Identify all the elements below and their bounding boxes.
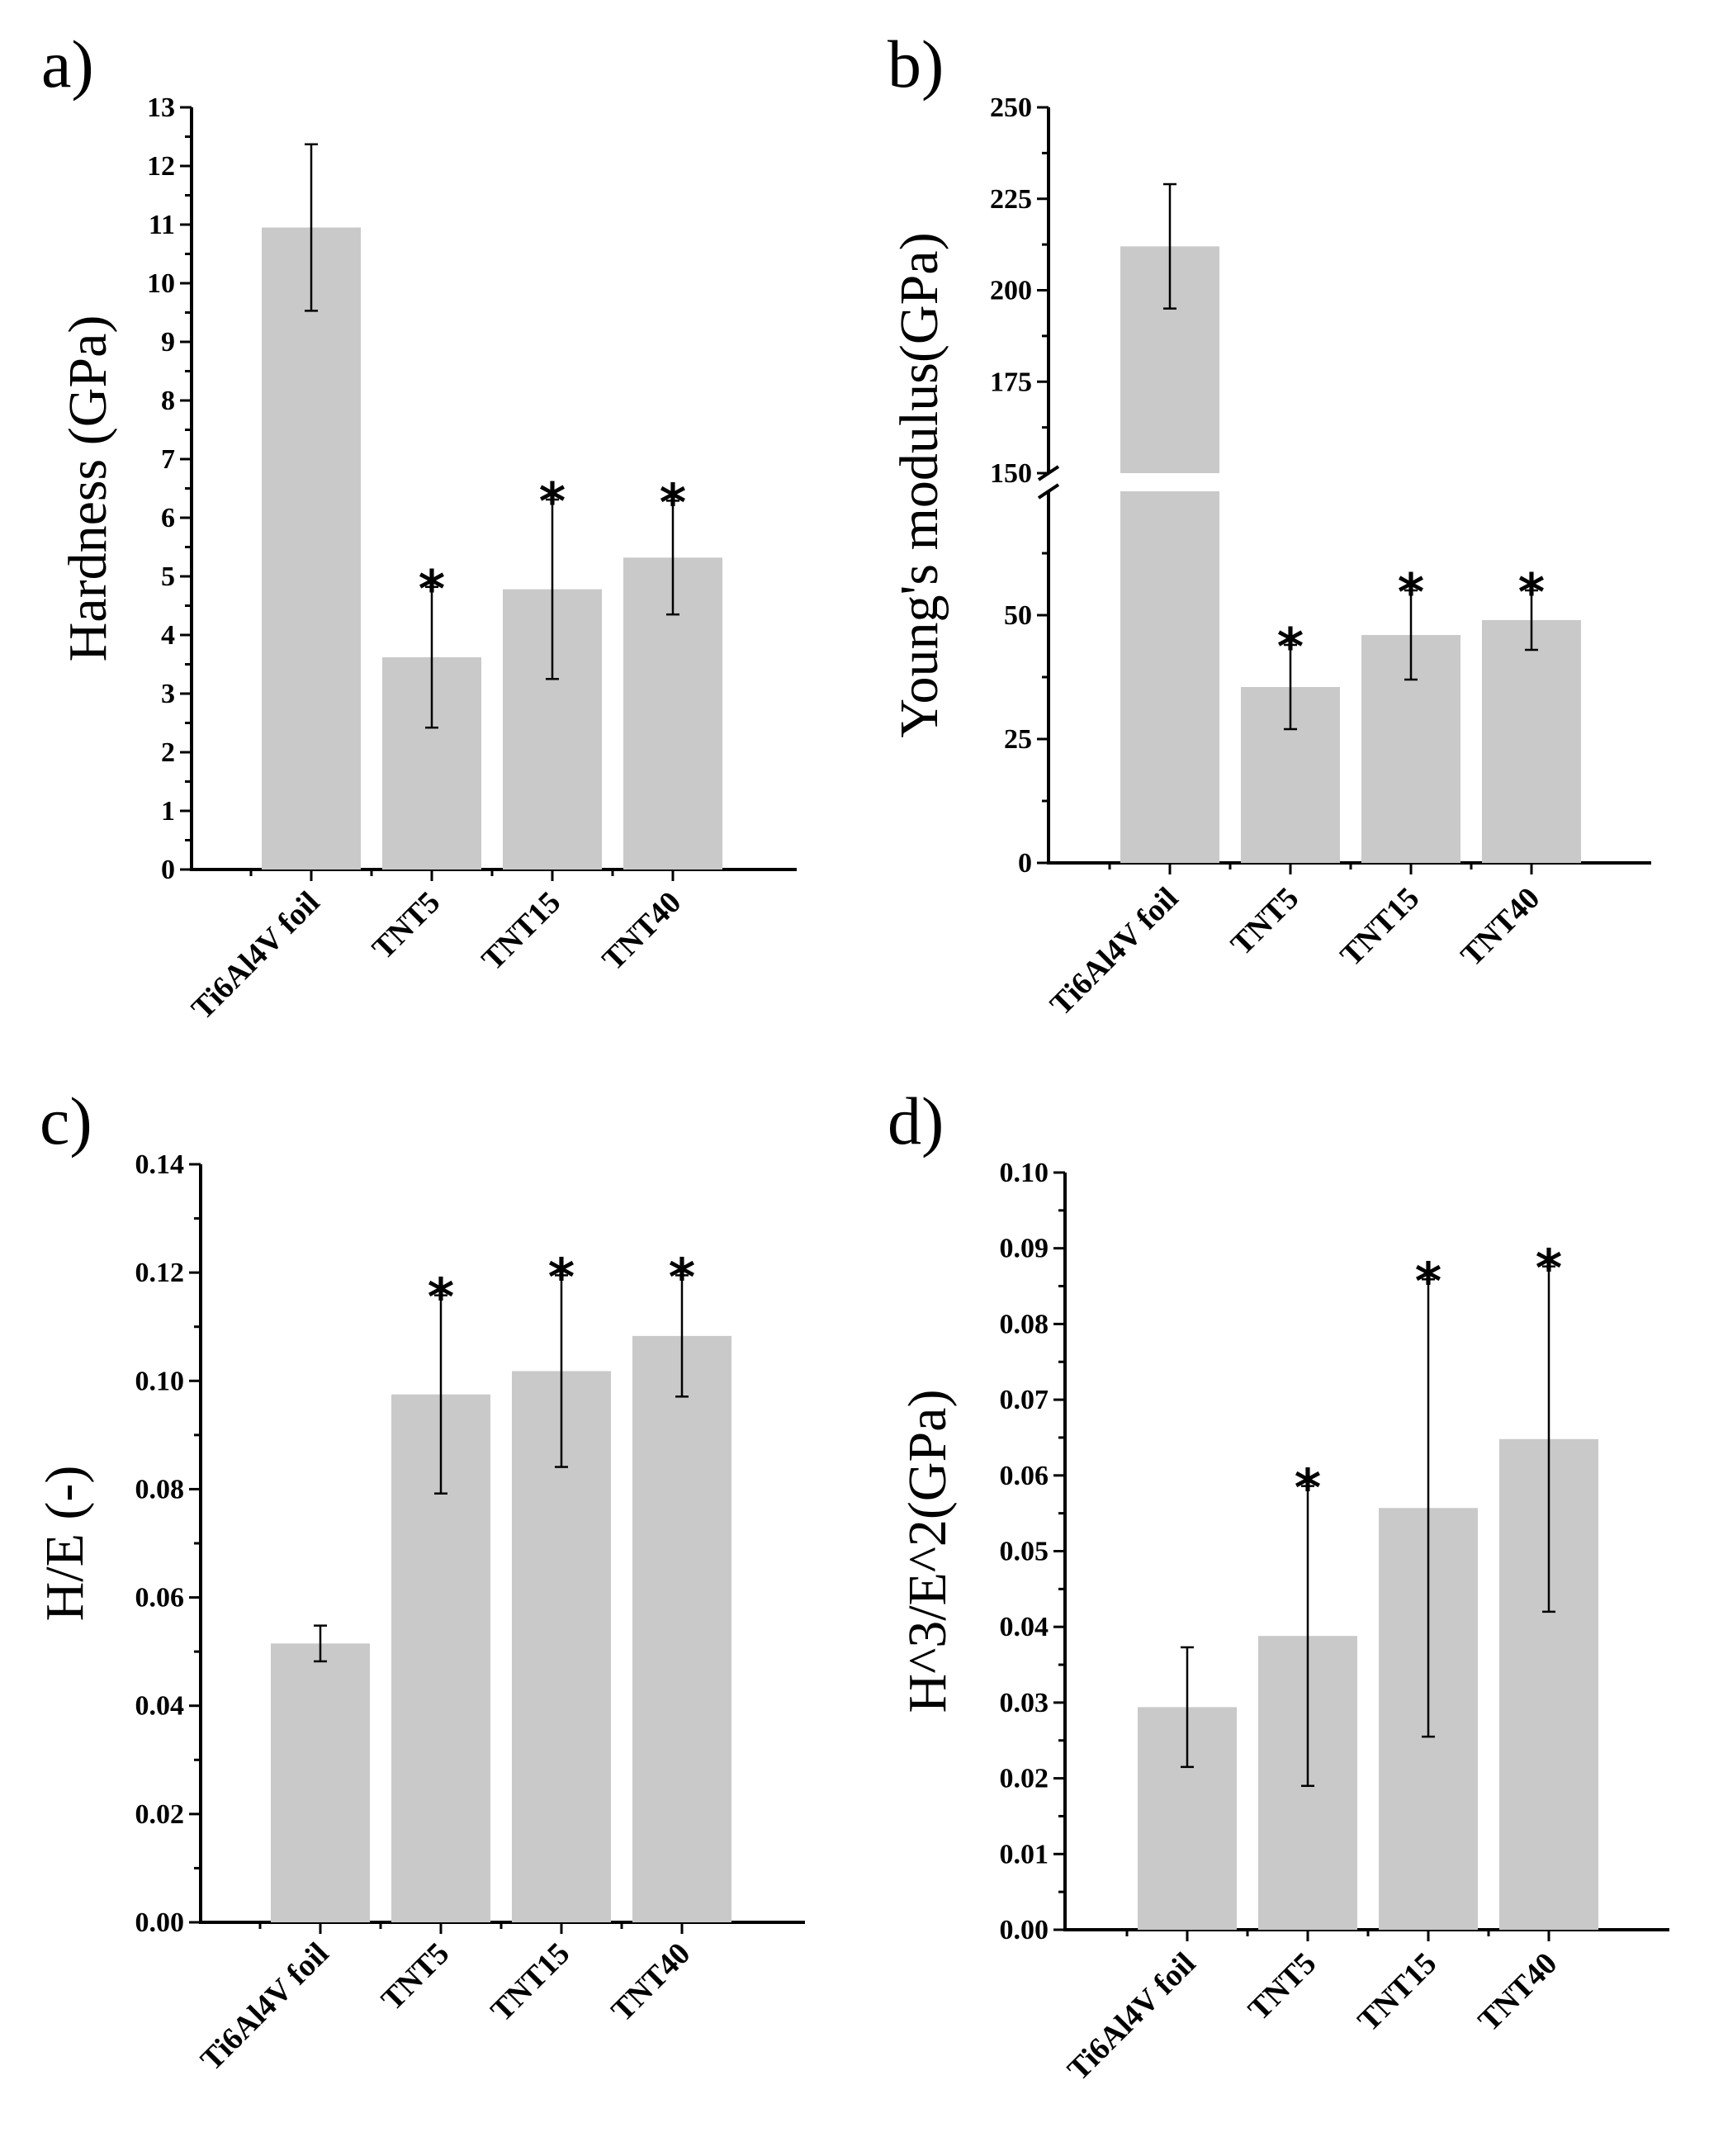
- y-tick-label: 0.03: [1000, 1688, 1049, 1718]
- y-tick-label: 0.00: [135, 1907, 185, 1938]
- panel-label: b): [888, 26, 944, 102]
- y-tick-label: 0.02: [1000, 1764, 1049, 1794]
- category-label: TNT40: [596, 885, 689, 978]
- significance-star: *: [539, 471, 566, 532]
- significance-star: *: [1295, 1458, 1321, 1519]
- y-tick-label: 1: [161, 796, 175, 827]
- bar: [271, 1643, 370, 1922]
- panel-label: a): [41, 26, 94, 102]
- y-tick-label: 2: [161, 737, 175, 768]
- y-tick-label: 5: [161, 562, 175, 592]
- significance-star: *: [669, 1247, 695, 1307]
- y-tick-label: 0.10: [135, 1366, 185, 1396]
- y-tick-label: 6: [161, 503, 175, 533]
- y-tick-label: 0.05: [1000, 1537, 1049, 1567]
- panel-d-h3-over-e2: d) H^3/E^2(GPa) 0.00 0.01 0.02 0.03 0.04 0.05 0.…: [888, 1083, 1669, 2087]
- category-label: Ti6Al4V foil: [194, 1936, 335, 2078]
- y-tick-label: 0.08: [135, 1474, 185, 1504]
- category-label: TNT5: [375, 1936, 456, 2017]
- y-tick-label: 0.04: [135, 1691, 185, 1722]
- y-tick-label: 200: [990, 276, 1032, 306]
- y-tick-label: 0.00: [1000, 1915, 1049, 1945]
- y-tick-label: 0.06: [135, 1583, 185, 1613]
- significance-star: *: [428, 1268, 454, 1328]
- y-tick-label: 0.01: [1000, 1839, 1049, 1869]
- y-tick-label: 0.07: [1000, 1385, 1049, 1415]
- axis-break-mark: [1037, 483, 1060, 500]
- significance-star: *: [1536, 1239, 1562, 1299]
- panel-label: c): [40, 1083, 92, 1159]
- y-axis-label: H^3/E^2(GPa): [897, 1390, 958, 1713]
- category-label: TNT5: [1242, 1946, 1323, 2027]
- bar: [1120, 491, 1219, 863]
- y-tick-label: 11: [149, 210, 175, 240]
- panel-label: d): [888, 1083, 944, 1159]
- category-label: TNT15: [485, 1936, 577, 2029]
- significance-star: *: [1398, 562, 1424, 623]
- category-label: TNT15: [1352, 1946, 1444, 2039]
- y-tick-label: 50: [1004, 600, 1032, 631]
- y-tick-label: 0: [161, 855, 175, 885]
- significance-star: *: [1415, 1251, 1442, 1311]
- y-tick-label: 0.04: [1000, 1612, 1049, 1642]
- category-label: TNT40: [1455, 881, 1547, 974]
- category-label: Ti6Al4V foil: [1061, 1946, 1202, 2087]
- y-tick-label: 0.09: [1000, 1234, 1049, 1264]
- y-axis-label: Young's modulus(GPa): [889, 232, 949, 737]
- y-tick-label: 0.10: [1000, 1158, 1049, 1188]
- y-tick-label: 0.14: [135, 1149, 185, 1180]
- significance-star: *: [419, 559, 445, 619]
- y-tick-label: 225: [990, 184, 1032, 215]
- y-tick-label: 0: [1018, 848, 1032, 879]
- y-tick-label: 9: [161, 327, 175, 358]
- y-tick-label: 0.12: [135, 1258, 185, 1288]
- y-axis-label: H/E (-): [35, 1466, 95, 1622]
- bar: [262, 227, 361, 870]
- category-label: TNT40: [1472, 1946, 1565, 2039]
- y-tick-label: 0.02: [135, 1799, 185, 1830]
- significance-star: *: [1518, 562, 1545, 623]
- y-tick-label: 250: [990, 92, 1032, 123]
- y-tick-label: 25: [1004, 724, 1032, 755]
- y-tick-label: 150: [990, 458, 1032, 489]
- y-tick-label: 175: [990, 367, 1032, 397]
- y-axis-label: Hardness (GPa): [58, 315, 118, 662]
- panel-b-youngs-modulus: b) Young's modulus(GPa) 0 25 50 150 175 200 225 2…: [888, 26, 1651, 1022]
- category-label: TNT40: [605, 1936, 698, 2029]
- significance-star: *: [548, 1247, 575, 1307]
- y-tick-label: 12: [147, 151, 175, 182]
- bar: [632, 1335, 731, 1922]
- y-tick-label: 0.08: [1000, 1309, 1049, 1339]
- category-label: TNT15: [1334, 881, 1427, 974]
- category-label: TNT5: [366, 885, 447, 966]
- y-tick-label: 0.06: [1000, 1461, 1049, 1491]
- significance-star: *: [660, 472, 686, 533]
- significance-star: *: [1277, 617, 1304, 677]
- y-tick-label: 7: [161, 444, 175, 475]
- y-tick-label: 8: [161, 386, 175, 416]
- bar: [1482, 620, 1581, 863]
- y-tick-label: 3: [161, 679, 175, 709]
- panel-a-hardness: a)Hardness (GPa)012345678910111213Ti6Al4…: [41, 26, 797, 1026]
- category-label: Ti6Al4V foil: [185, 885, 326, 1026]
- category-label: TNT15: [476, 885, 568, 978]
- y-tick-label: 10: [147, 268, 175, 299]
- category-label: Ti6Al4V foil: [1044, 881, 1185, 1022]
- panel-c-h-over-e: c) H/E (-) 0.00 0.02 0.04 0.06 0.08 0.10 0.12 0.1…: [35, 1083, 805, 2078]
- y-tick-label: 4: [161, 620, 175, 651]
- category-label: TNT5: [1224, 881, 1305, 962]
- y-tick-label: 13: [147, 92, 175, 123]
